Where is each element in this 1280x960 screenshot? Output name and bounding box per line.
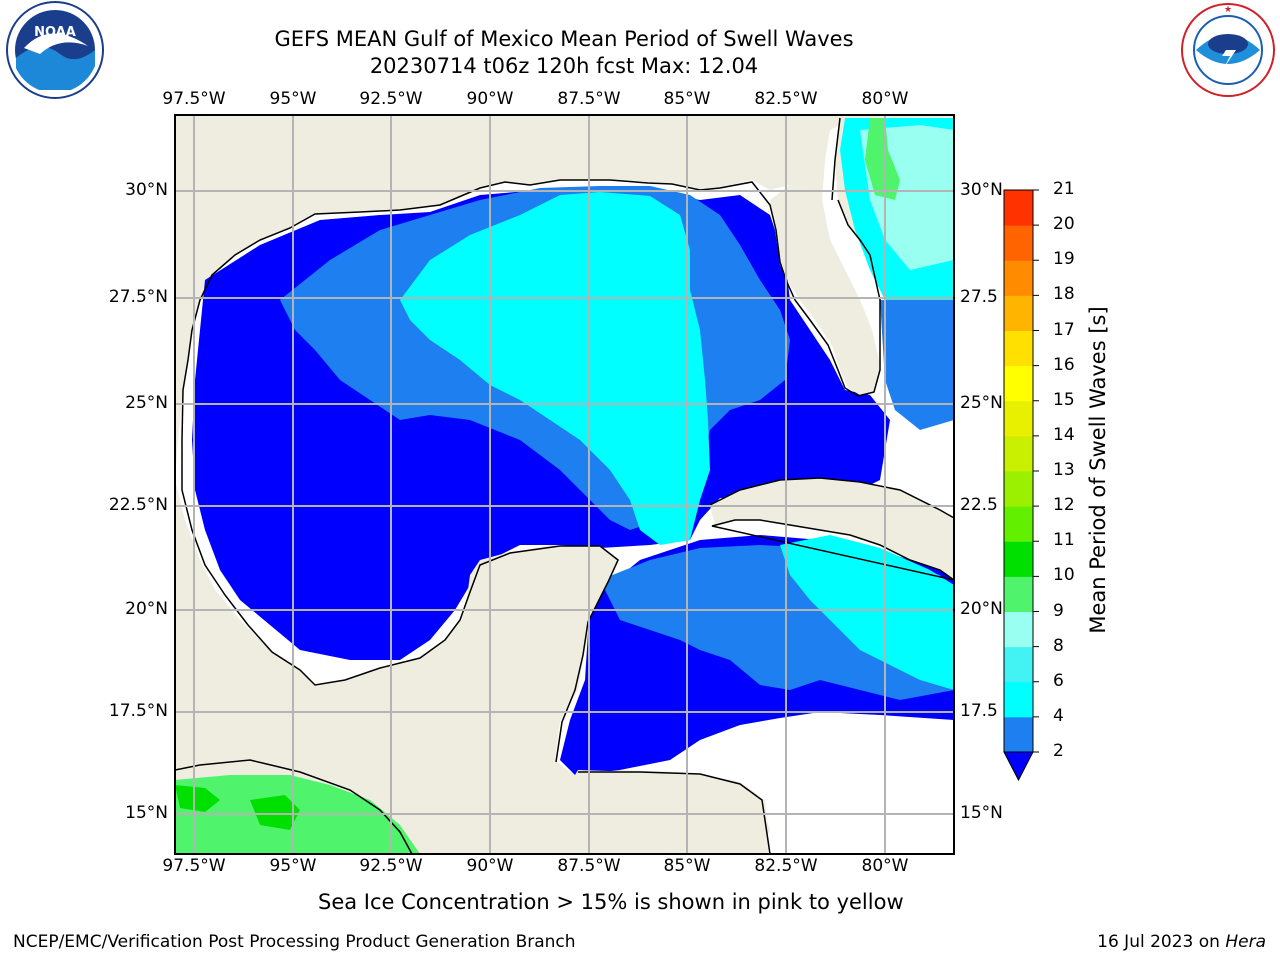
- field-4-6s-atlantic: [880, 300, 954, 430]
- lat-label-left: 17.5°N: [108, 701, 168, 721]
- field-6-8s-central: [400, 192, 710, 545]
- colorbar-segment: [1004, 576, 1033, 612]
- colorbar-label: Mean Period of Swell Waves [s]: [1086, 306, 1110, 634]
- colorbar-tick-label: 2: [1053, 741, 1064, 761]
- lon-label-bottom: 97.5°W: [162, 856, 226, 876]
- svg-text:★: ★: [1224, 5, 1232, 15]
- colorbar-segment: [1004, 541, 1033, 577]
- lat-label-left: 22.5°N: [108, 495, 168, 515]
- lon-label-top: 80°W: [861, 89, 909, 109]
- colorbar-tick-label: 8: [1053, 635, 1064, 656]
- lon-label-top: 92.5°W: [359, 89, 423, 109]
- land-north-america: [175, 115, 954, 480]
- colorbar-tick-label: 6: [1053, 670, 1064, 691]
- lat-label-right: 30°N: [960, 180, 1003, 200]
- colorbar-tick-label: 13: [1053, 460, 1075, 480]
- colorbar-segment: [1004, 225, 1033, 261]
- noaa-logo: NOAA: [6, 1, 104, 99]
- lon-label-bottom: 87.5°W: [557, 856, 621, 876]
- date-line: 16 Jul 2023 on Hera: [1097, 932, 1266, 952]
- colorbar-segment: [1004, 400, 1033, 437]
- nws-logo: ★: [1181, 3, 1275, 97]
- noaa-logo-text: NOAA: [34, 25, 76, 40]
- colorbar-tick-label: 12: [1053, 495, 1075, 516]
- colorbar-segment: [1004, 295, 1033, 331]
- field-10-11s-north-atlantic: [865, 118, 900, 200]
- lat-label-right: 20°N: [960, 599, 1003, 619]
- lat-label-left: 30°N: [125, 180, 168, 200]
- colorbar-tick-label: 14: [1053, 424, 1075, 445]
- colorbar-segment: [1004, 471, 1033, 507]
- lat-label-left: 15°N: [125, 803, 168, 823]
- lon-label-bottom: 90°W: [466, 856, 514, 876]
- colorbar-tick-label: 4: [1053, 705, 1064, 726]
- lat-label-left: 27.5°N: [108, 287, 168, 307]
- colorbar-tick-label: 10: [1053, 565, 1075, 586]
- map-subtitle: 20230714 t06z 120h fcst Max: 12.04: [369, 54, 759, 78]
- lon-label-top: 87.5°W: [557, 89, 621, 109]
- sea-ice-note: Sea Ice Concentration > 15% is shown in …: [318, 890, 904, 914]
- lat-label-right: 15°N: [960, 803, 1003, 823]
- credit-line: NCEP/EMC/Verification Post Processing Pr…: [13, 932, 576, 952]
- lat-label-left: 25°N: [125, 393, 168, 413]
- lon-label-bottom: 82.5°W: [754, 856, 818, 876]
- lon-label-bottom: 92.5°W: [359, 856, 423, 876]
- lat-label-right: 22.5: [960, 495, 998, 515]
- colorbar-segment: [1004, 435, 1033, 472]
- colorbar-tick-label: 11: [1053, 530, 1075, 551]
- colorbar-under-triangle: [1003, 751, 1034, 782]
- colorbar-tick-label: 16: [1053, 354, 1075, 375]
- colorbar-segment: [1004, 506, 1033, 542]
- colorbar-tick-label: 19: [1053, 249, 1075, 270]
- lon-label-top: 97.5°W: [162, 89, 226, 109]
- field-6-8s-caribbean: [780, 535, 954, 690]
- lat-label-right: 27.5: [960, 287, 998, 307]
- colorbar-tick-label: 15: [1053, 389, 1075, 410]
- coastline: [175, 117, 954, 854]
- colorbar-segment: [1004, 716, 1033, 753]
- map-frame: [174, 114, 955, 855]
- graticule: [175, 115, 954, 854]
- lon-label-top: 90°W: [466, 89, 514, 109]
- lon-label-top: 82.5°W: [754, 89, 818, 109]
- lon-label-top: 95°W: [269, 89, 317, 109]
- colorbar-tick-label: 20: [1053, 214, 1075, 235]
- colorbar-segment: [1004, 330, 1033, 367]
- lon-label-bottom: 85°W: [663, 856, 711, 876]
- lat-label-right: 17.5: [960, 701, 998, 721]
- lon-label-bottom: 95°W: [269, 856, 317, 876]
- lon-label-bottom: 80°W: [861, 856, 909, 876]
- colorbar-segment: [1004, 260, 1033, 296]
- colorbar: [1003, 189, 1039, 782]
- field-11-12s-pacific: [175, 785, 220, 812]
- colorbar-segment: [1004, 646, 1033, 683]
- colorbar-segment: [1004, 190, 1033, 226]
- map-area: [175, 115, 954, 854]
- lon-label-top: 85°W: [663, 89, 711, 109]
- colorbar-segment: [1004, 365, 1033, 402]
- colorbar-tick-label: 21: [1053, 179, 1075, 199]
- field-11-12s-pacific-2: [250, 795, 300, 830]
- map-title: GEFS MEAN Gulf of Mexico Mean Period of …: [274, 27, 854, 51]
- colorbar-segment: [1004, 681, 1033, 718]
- lat-label-left: 20°N: [125, 599, 168, 619]
- colorbar-tick-label: 9: [1053, 600, 1064, 621]
- lat-label-right: 25°N: [960, 393, 1003, 413]
- colorbar-tick-label: 18: [1053, 284, 1075, 305]
- colorbar-tick-label: 17: [1053, 319, 1075, 340]
- colorbar-segment: [1004, 611, 1033, 648]
